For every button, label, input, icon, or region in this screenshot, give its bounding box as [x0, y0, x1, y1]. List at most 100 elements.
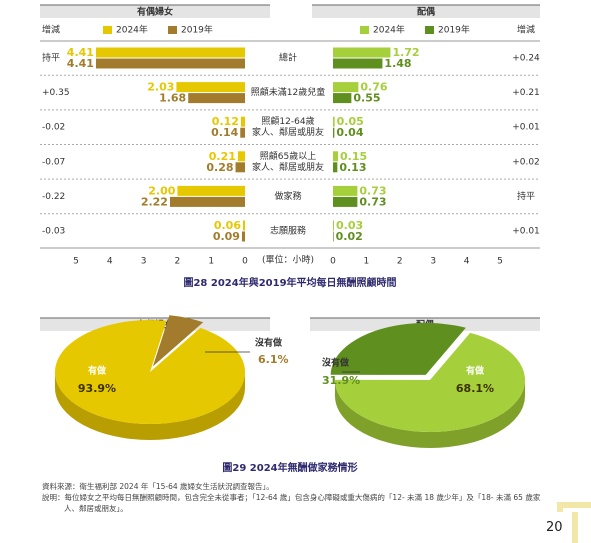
value-label: 0.55: [353, 92, 380, 105]
x-tick-label: 2: [397, 257, 403, 267]
pie-slice: [330, 322, 466, 375]
legend-label: 2019年: [438, 24, 470, 36]
x-tick-label: 4: [107, 257, 113, 267]
value-label: 0.14: [211, 126, 238, 139]
bar: [333, 185, 358, 196]
bar: [333, 196, 358, 207]
pie-side: [335, 380, 525, 448]
value-label: 0.03: [336, 219, 363, 232]
slice-value: 6.1%: [258, 353, 289, 366]
bar: [237, 151, 245, 162]
value-label: 2.22: [141, 195, 168, 208]
bar: [333, 162, 338, 173]
category-label: 家人、鄰居或朋友: [252, 161, 324, 173]
x-tick-label: 1: [208, 257, 214, 267]
panel-header: [40, 5, 270, 18]
value-label: 0.09: [213, 230, 240, 243]
change-header: 增減: [42, 24, 60, 36]
value-label: 1.68: [159, 92, 186, 105]
category-label: 做家務: [274, 190, 301, 202]
x-tick-label: 4: [464, 257, 470, 267]
bar: [333, 127, 335, 138]
change-label: -0.03: [42, 227, 65, 237]
figure-title-text: 2024年與2019年平均每日無酬照顧時間: [211, 276, 397, 289]
pie-slice: [55, 320, 246, 424]
category-label: 家人、鄰居或朋友: [252, 126, 324, 138]
figure-title: 圖29 2024年無酬做家務情形: [222, 461, 357, 474]
slice-name: 有做: [466, 365, 485, 377]
legend-label: 2019年: [181, 24, 213, 36]
value-label: 2.00: [148, 184, 175, 197]
change-label: -0.02: [42, 123, 65, 133]
pie-slice: [152, 315, 204, 367]
value-label: 0.15: [340, 150, 367, 163]
notes: 資料來源：衛生福利部 2024 年「15-64 歲婦女生活狀況調查報告」。 說明…: [42, 481, 542, 514]
bar: [176, 82, 245, 93]
change-label: 持平: [42, 52, 60, 64]
value-label: 0.13: [339, 161, 366, 174]
value-label: 0.12: [212, 115, 239, 128]
explanation-note: 說明：每位婦女之平均每日無酬照顧時間，包含完全未從事者；「12-64 歲」包含身…: [42, 493, 541, 513]
bar: [333, 220, 335, 231]
x-tick-label: 5: [497, 257, 503, 267]
bar: [241, 231, 245, 242]
legend-label: 2024年: [116, 24, 148, 36]
unit-note: (單位：小時): [262, 254, 314, 266]
slice-value: 68.1%: [456, 382, 494, 395]
slice-value: 93.9%: [78, 382, 116, 395]
value-label: 0.28: [206, 161, 233, 174]
value-label: 4.41: [67, 57, 94, 70]
value-label: 0.73: [359, 184, 386, 197]
x-tick-label: 2: [175, 257, 181, 267]
bar: [333, 231, 334, 242]
category-label: 志願服務: [270, 225, 306, 237]
bar: [169, 196, 245, 207]
category-label: 總計: [279, 52, 297, 64]
panel-title: 配偶: [417, 6, 435, 18]
value-label: 0.06: [214, 219, 241, 232]
value-label: 0.21: [209, 150, 236, 163]
value-label: 0.04: [336, 126, 363, 139]
page-number: 20: [546, 520, 563, 535]
value-label: 1.72: [392, 46, 419, 59]
panel-title: 有偶婦女: [137, 6, 173, 18]
category-label: 照顧12-64歲: [261, 115, 314, 127]
bar: [188, 93, 245, 104]
slice-name: 沒有做: [322, 357, 350, 369]
corner-decoration: [557, 502, 591, 543]
category-label: 照顧65歲以上: [260, 150, 316, 162]
bar: [333, 116, 335, 127]
x-tick-label: 3: [430, 257, 436, 267]
bar: [177, 185, 245, 196]
panel-header: [312, 5, 540, 18]
change-label: +0.02: [512, 157, 540, 167]
value-label: 2.03: [147, 81, 174, 94]
x-tick-label: 5: [73, 257, 79, 267]
change-header: 增減: [517, 24, 535, 36]
value-label: 4.41: [67, 46, 94, 59]
change-label: -0.22: [42, 192, 65, 202]
change-label: 持平: [517, 190, 535, 202]
change-label: +0.01: [512, 227, 540, 237]
slice-value: 31.9%: [322, 374, 360, 387]
x-tick-label: 0: [242, 257, 248, 267]
bar: [333, 82, 359, 93]
pie-slice: [335, 332, 525, 433]
bar: [95, 58, 245, 69]
change-label: +0.01: [512, 123, 540, 133]
change-label: +0.21: [512, 88, 540, 98]
legend-label: 2024年: [373, 24, 405, 36]
bar: [95, 47, 245, 58]
bar: [333, 47, 391, 58]
figure-label: 圖29: [222, 462, 246, 474]
bar: [242, 220, 245, 231]
source-note: 資料來源：衛生福利部 2024 年「15-64 歲婦女生活狀況調查報告」。: [42, 482, 274, 491]
figure-title: 圖28 2024年與2019年平均每日無酬照顧時間: [183, 276, 396, 289]
x-tick-label: 0: [330, 257, 336, 267]
figure-label: 圖28: [183, 277, 207, 289]
legend-swatch: [425, 26, 434, 34]
slice-name: 有做: [88, 365, 107, 377]
pie-side: [55, 372, 245, 440]
figure-title-text: 2024年無酬做家務情形: [250, 461, 358, 474]
